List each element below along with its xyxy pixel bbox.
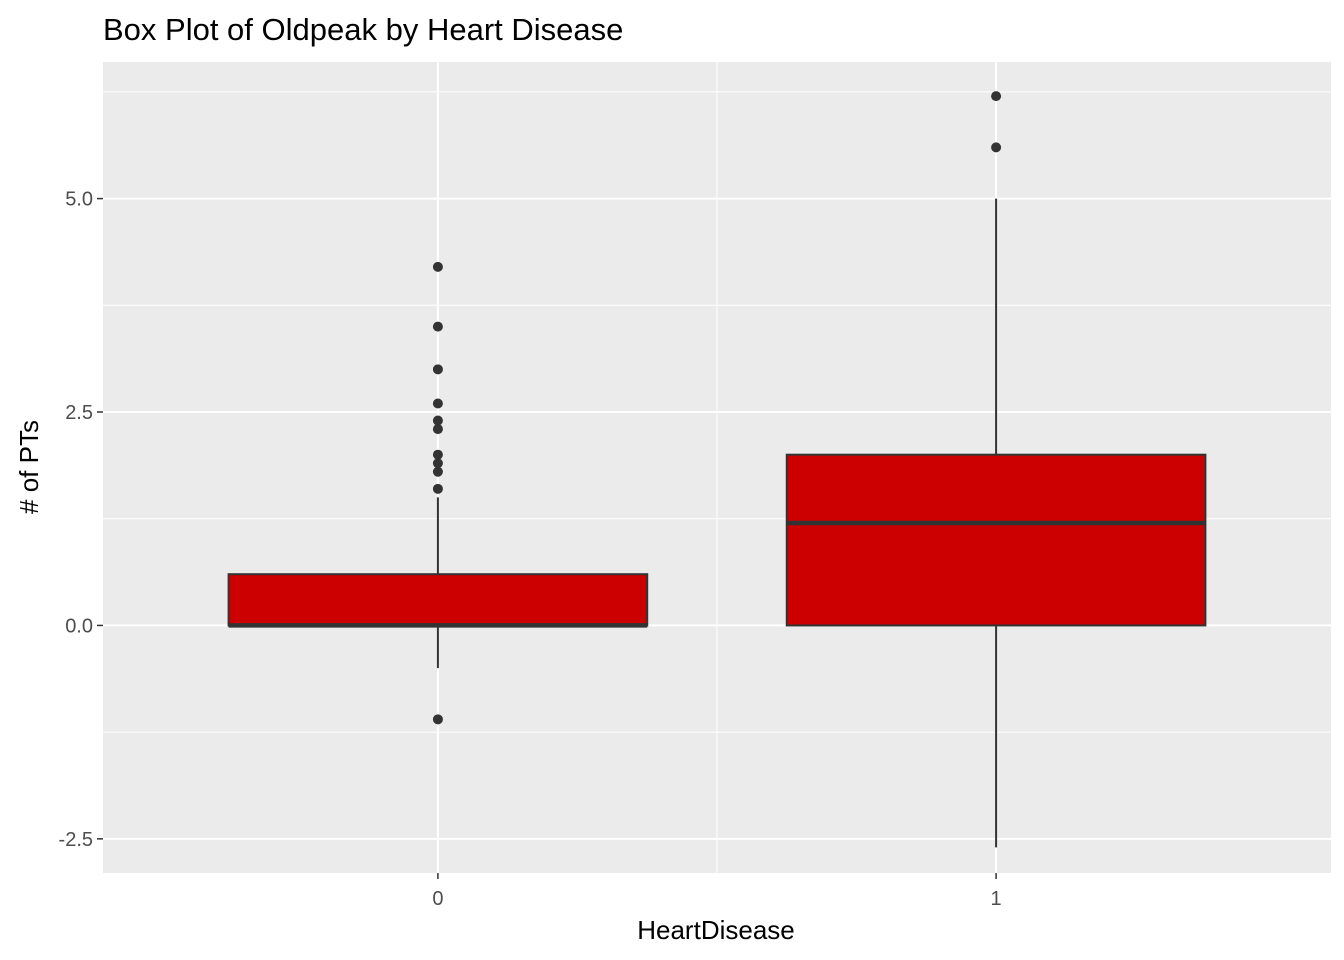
outlier-point — [432, 321, 443, 332]
y-axis: -2.5 0.0 2.5 5.0 — [59, 189, 103, 851]
y-tick-label: 0.0 — [65, 615, 93, 637]
box — [785, 453, 1207, 627]
boxes-layer — [227, 91, 1207, 848]
outlier-point — [432, 714, 443, 725]
box-group-1 — [785, 91, 1207, 848]
minor-gridlines — [103, 62, 1331, 873]
chart-title: Box Plot of Oldpeak by Heart Disease — [103, 12, 623, 47]
outlier-point — [432, 483, 443, 494]
y-axis-title: # of PTs — [14, 420, 44, 514]
outlier-point — [991, 142, 1002, 153]
outlier-point — [432, 458, 443, 469]
outlier-point — [432, 398, 443, 409]
outlier-point — [432, 466, 443, 477]
outlier-point — [432, 364, 443, 375]
outlier-point — [991, 91, 1002, 102]
y-tick-label: 5.0 — [65, 189, 93, 211]
box-group-0 — [227, 261, 649, 725]
y-tick-label: -2.5 — [59, 829, 93, 851]
x-tick-label: 1 — [991, 888, 1002, 910]
outlier-point — [432, 261, 443, 272]
box — [227, 573, 649, 627]
outlier-point — [432, 415, 443, 426]
outlier-point — [432, 424, 443, 435]
y-tick-label: 2.5 — [65, 402, 93, 424]
x-axis-title: HeartDisease — [637, 915, 795, 945]
outlier-point — [432, 449, 443, 460]
x-tick-label: 0 — [432, 888, 443, 910]
